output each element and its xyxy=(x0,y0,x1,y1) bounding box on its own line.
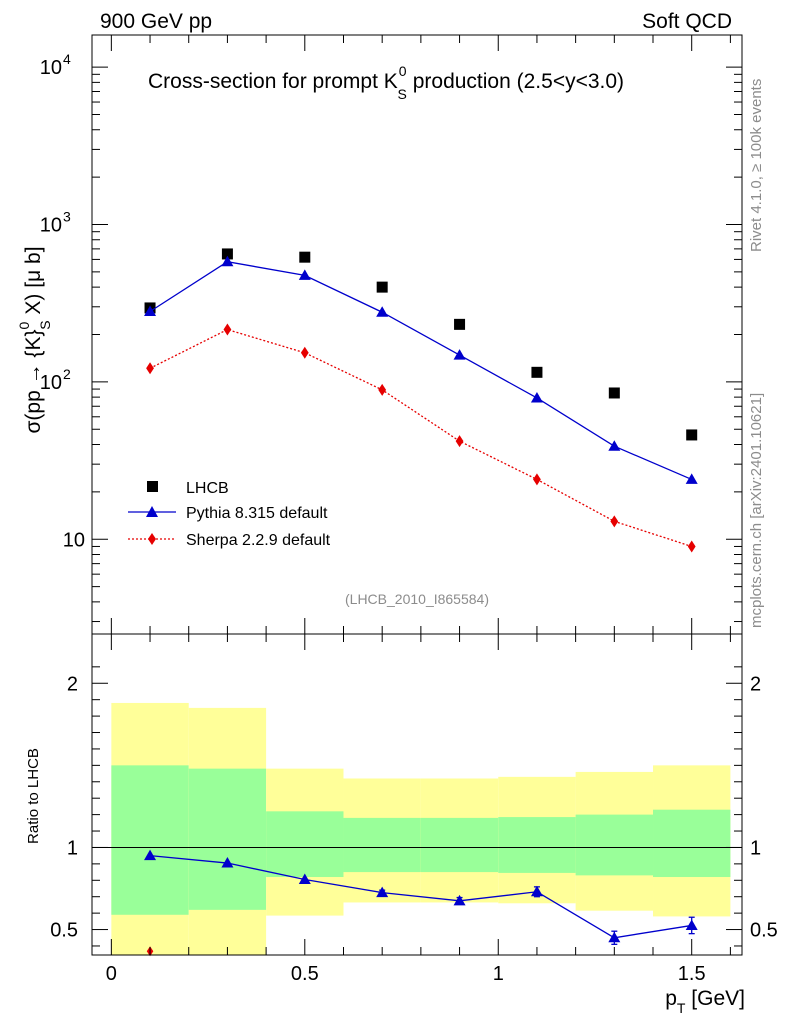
ratio-axis-ticks: 0.5 0.5 1 1 2 2 0 0.5 1 1.5 xyxy=(50,634,778,985)
sherpa-point xyxy=(533,473,541,486)
uncertainty-band-green xyxy=(653,809,731,878)
ratio-point-pythia xyxy=(685,919,698,930)
main-y-tick-label: 10 xyxy=(40,214,62,236)
legend-label-pythia: Pythia 8.315 default xyxy=(186,505,328,522)
lhcb-data-point xyxy=(376,281,388,293)
legend-marker-pythia xyxy=(146,506,158,517)
pythia-point xyxy=(453,349,466,360)
ratio-line-pythia xyxy=(149,855,692,939)
ratio-point-pythia xyxy=(530,885,543,897)
lhcb-data-point xyxy=(221,248,233,260)
main-y-tick-exponent: 3 xyxy=(63,208,71,224)
y-label-post: X) [μ b] xyxy=(22,246,45,320)
ratio-y-tick-label-left: 1 xyxy=(67,837,78,859)
x-axis-label: pT [GeV] xyxy=(665,987,745,1016)
lhcb-data-point xyxy=(531,366,543,378)
mcplots-label: mcplots.cern.ch [arXiv:2401.10621] xyxy=(748,393,765,628)
y-label-sub: S xyxy=(37,320,53,329)
pythia-point xyxy=(685,473,698,484)
sherpa-point xyxy=(610,515,619,528)
ratio-point-pythia xyxy=(221,857,234,868)
main-title-post: production (2.5<y<3.0) xyxy=(407,70,624,93)
main-line-pythia xyxy=(149,261,692,481)
legend-marker-lhcb xyxy=(147,481,158,492)
ratio-point-pythia xyxy=(298,873,311,884)
lhcb-data-point xyxy=(608,387,620,399)
main-title-sub: S xyxy=(398,86,407,102)
main-y-tick-exponent: 2 xyxy=(63,366,71,382)
header-left: 900 GeV pp xyxy=(100,10,212,33)
lhcb-data-point xyxy=(686,429,698,441)
sherpa-point xyxy=(687,540,696,553)
pythia-point xyxy=(144,305,157,317)
uncertainty-band-green xyxy=(266,811,344,878)
legend-marker-sherpa xyxy=(148,533,156,545)
main-y-tick-label: 10 xyxy=(63,529,85,551)
uncertainty-band-green xyxy=(111,765,189,915)
rivet-label: Rivet 4.1.0, ≥ 100k events xyxy=(748,79,765,252)
ratio-point-pythia xyxy=(376,886,389,898)
header-right: Soft QCD xyxy=(642,10,732,33)
main-line-sherpa xyxy=(149,328,692,548)
y-label-sup: 0 xyxy=(16,322,32,330)
uncertainty-band-green xyxy=(498,817,576,873)
x-tick-label: 1.5 xyxy=(678,963,706,985)
ratio-point-pythia xyxy=(453,894,466,906)
x-label-pre: p xyxy=(665,987,677,1010)
legend: LHCB Pythia 8.315 default Sherpa 2.2.9 d… xyxy=(128,480,331,549)
ratio-y-tick-label-right: 0.5 xyxy=(750,920,778,942)
main-title-pre: Cross-section for prompt K xyxy=(148,70,398,93)
main-title-sup: 0 xyxy=(399,63,407,79)
lhcb-data-point xyxy=(299,251,311,263)
ratio-plot-area xyxy=(92,702,742,957)
x-tick-label: 0 xyxy=(106,963,117,985)
main-y-tick-exponent: 4 xyxy=(63,51,71,67)
sherpa-point xyxy=(378,383,387,396)
pythia-point xyxy=(376,306,389,317)
legend-label-lhcb: LHCB xyxy=(186,480,229,497)
main-y-tick-label: 10 xyxy=(40,372,62,394)
pythia-point xyxy=(298,269,311,280)
ratio-frame xyxy=(91,633,743,956)
ratio-point-pythia xyxy=(608,931,621,943)
y-label-pre: σ(pp → {K} xyxy=(22,330,45,434)
pythia-point xyxy=(608,440,621,451)
analysis-label: (LHCB_2010_I865584) xyxy=(345,591,489,607)
x-label-post: [GeV] xyxy=(685,987,745,1010)
pythia-point xyxy=(530,391,543,403)
uncertainty-band-green xyxy=(420,817,499,873)
ratio-y-tick-label-left: 2 xyxy=(67,673,78,695)
ratio-y-label: Ratio to LHCB xyxy=(25,748,42,844)
main-y-label: σ(pp → {K}0 S X) [μ b] xyxy=(16,246,53,433)
ratio-y-tick-label-right: 1 xyxy=(750,837,761,859)
sherpa-point xyxy=(300,346,309,359)
main-y-tick-label: 10 xyxy=(40,57,62,79)
uncertainty-band-green xyxy=(188,768,267,910)
sherpa-point xyxy=(455,435,464,448)
ratio-y-tick-label-right: 2 xyxy=(750,673,761,695)
ratio-panel: 0.5 0.5 1 1 2 2 0 0.5 1 1.5 Ratio to LHCB pT [GeV… xyxy=(25,633,778,1016)
legend-label-sherpa: Sherpa 2.2.9 default xyxy=(186,532,331,549)
uncertainty-band-green xyxy=(343,817,421,873)
main-plot-area xyxy=(144,248,698,553)
ratio-y-tick-label-left: 0.5 xyxy=(50,920,78,942)
x-label-sub: T xyxy=(677,1000,686,1016)
pythia-point xyxy=(221,255,234,267)
x-tick-label: 0.5 xyxy=(291,963,319,985)
ratio-point-pythia xyxy=(144,849,157,861)
sherpa-point xyxy=(223,323,232,336)
main-title: Cross-section for prompt K0 S production … xyxy=(148,63,624,102)
x-tick-label: 1 xyxy=(493,963,504,985)
uncertainty-band-green xyxy=(575,814,654,876)
sherpa-point xyxy=(146,362,154,375)
lhcb-data-point xyxy=(454,318,466,330)
